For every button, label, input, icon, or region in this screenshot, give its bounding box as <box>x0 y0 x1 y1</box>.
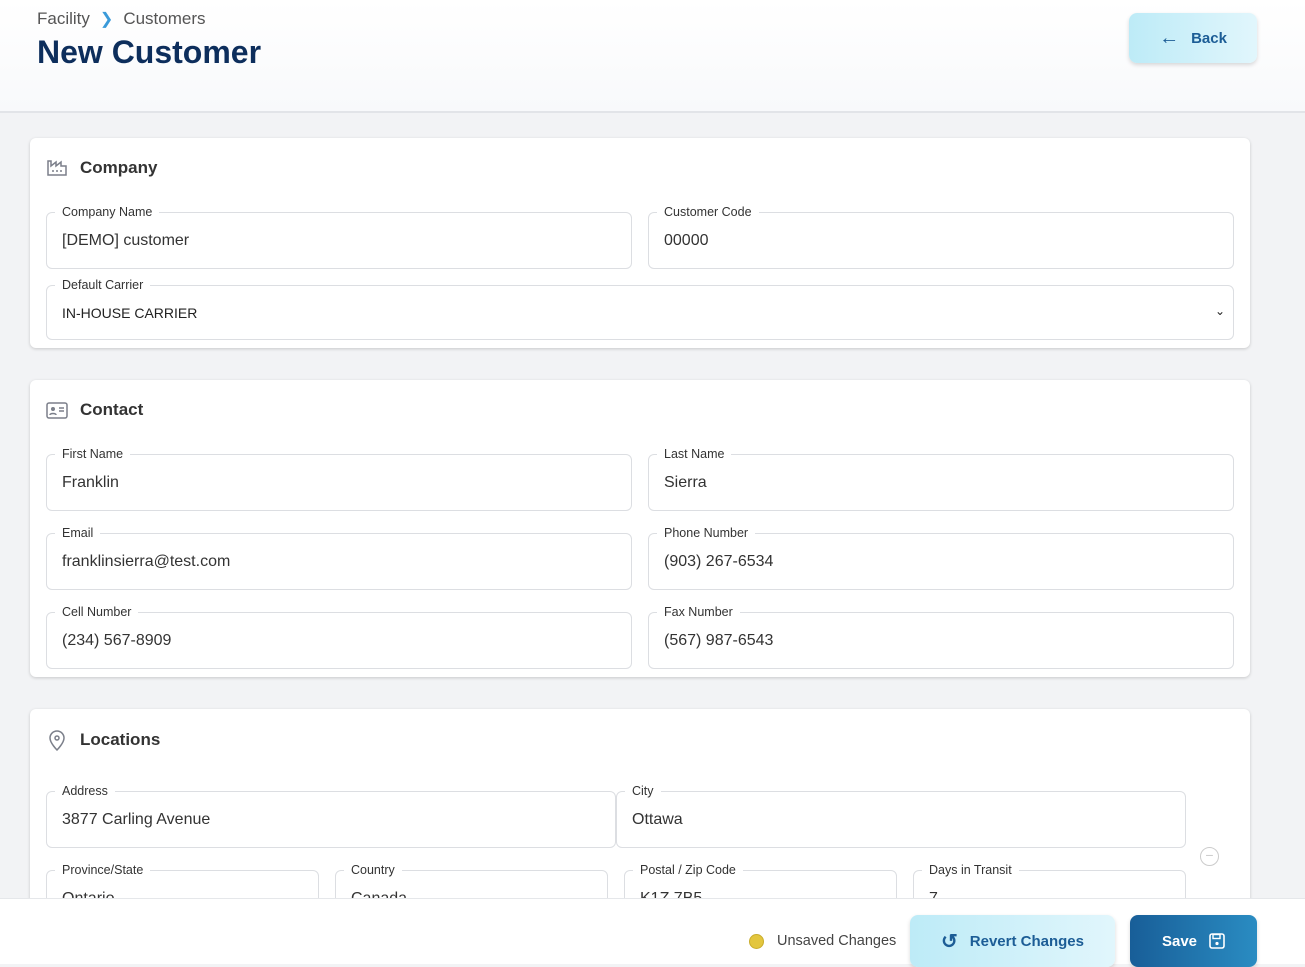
locations-title: Locations <box>80 730 161 749</box>
city-field[interactable]: City Ottawa <box>616 784 1186 848</box>
chevron-down-icon: ⌄ <box>1214 304 1225 318</box>
first-name-field[interactable]: First Name Franklin <box>46 447 632 511</box>
undo-icon: ↺ <box>941 930 958 953</box>
field-value: Ontario <box>62 890 114 898</box>
field-value: Sierra <box>664 474 707 491</box>
fax-field[interactable]: Fax Number (567) 987-6543 <box>648 605 1234 669</box>
contact-title: Contact <box>80 400 144 419</box>
save-button[interactable]: Save <box>1130 915 1257 967</box>
field-label: Last Name <box>657 447 732 461</box>
phone-field[interactable]: Phone Number (903) 267-6534 <box>648 526 1234 590</box>
status-text: Unsaved Changes <box>777 933 897 949</box>
field-label: First Name <box>55 447 131 461</box>
carrier-select[interactable]: IN-HOUSE CARRIER <box>47 286 1233 339</box>
back-label: Back <box>1191 29 1227 47</box>
contact-card: Contact First Name Franklin Last Name Sier… <box>30 380 1250 677</box>
field-label: Customer Code <box>657 205 759 219</box>
field-value: 7 <box>929 890 938 898</box>
action-footer: Unsaved Changes ↺ Revert Changes Save <box>0 898 1305 967</box>
field-value: 3877 Carling Avenue <box>62 811 211 828</box>
email-field[interactable]: Email franklinsierra@test.com <box>46 526 632 590</box>
field-value: franklinsierra@test.com <box>62 553 231 570</box>
breadcrumb-customers[interactable]: Customers <box>123 9 206 28</box>
page-header: Facility ❯ Customers New Customer ← Back <box>0 0 1305 113</box>
field-value: (234) 567-8909 <box>62 632 172 649</box>
field-label: Fax Number <box>657 605 740 619</box>
company-card: Company Company Name [DEMO] customer Cust… <box>30 138 1250 348</box>
field-value: Franklin <box>62 474 119 491</box>
save-label: Save <box>1161 932 1198 950</box>
unsaved-status: Unsaved Changes <box>749 933 896 949</box>
field-label: Postal / Zip Code <box>633 863 743 877</box>
breadcrumb: Facility ❯ Customers <box>37 9 206 29</box>
revert-changes-button[interactable]: ↺ Revert Changes <box>910 915 1115 967</box>
last-name-field[interactable]: Last Name Sierra <box>648 447 1234 511</box>
field-label: Days in Transit <box>922 863 1019 877</box>
field-label: Phone Number <box>657 526 756 540</box>
back-button[interactable]: ← Back <box>1129 13 1257 63</box>
province-field[interactable]: Province/State Ontario <box>46 863 319 898</box>
remove-location-button[interactable]: − <box>1200 847 1219 866</box>
field-label: City <box>625 784 661 798</box>
page-title: New Customer <box>37 34 262 70</box>
address-field[interactable]: Address 3877 Carling Avenue <box>46 784 616 848</box>
field-label: Cell Number <box>55 605 139 619</box>
country-field[interactable]: Country Canada <box>335 863 608 898</box>
field-value: [DEMO] customer <box>62 232 190 249</box>
default-carrier-select[interactable]: IN-HOUSE CARRIER Default Carrier ⌄ <box>46 278 1234 340</box>
field-value: K1Z 7B5 <box>640 890 702 898</box>
revert-label: Revert Changes <box>969 932 1084 950</box>
field-value: Canada <box>351 890 407 898</box>
company-title: Company <box>80 158 158 177</box>
contact-card-icon <box>46 401 68 419</box>
chevron-right-icon: ❯ <box>99 11 114 28</box>
cell-field[interactable]: Cell Number (234) 567-8909 <box>46 605 632 669</box>
field-value: (567) 987-6543 <box>664 632 774 649</box>
field-label: Province/State <box>55 863 151 877</box>
factory-icon <box>47 160 67 176</box>
field-label: Default Carrier <box>55 278 151 292</box>
status-dot-icon <box>749 933 764 949</box>
locations-card: Locations Address 3877 Carling Avenue Cit… <box>30 709 1250 898</box>
postal-field[interactable]: Postal / Zip Code K1Z 7B5 <box>624 863 897 898</box>
field-value: 00000 <box>664 232 709 249</box>
company-name-field[interactable]: Company Name [DEMO] customer <box>46 205 632 269</box>
field-label: Country <box>344 863 402 877</box>
field-label: Address <box>55 784 115 798</box>
map-pin-icon <box>49 730 65 751</box>
field-label: Email <box>55 526 101 540</box>
breadcrumb-facility[interactable]: Facility <box>37 9 90 28</box>
field-label: Company Name <box>55 205 160 219</box>
field-value: Ottawa <box>632 811 683 828</box>
customer-code-field[interactable]: Customer Code 00000 <box>648 205 1234 269</box>
floppy-disk-icon <box>1209 933 1225 949</box>
field-value: (903) 267-6534 <box>664 553 774 570</box>
arrow-left-icon: ← <box>1159 26 1180 49</box>
days-transit-field[interactable]: Days in Transit 7 <box>913 863 1186 898</box>
